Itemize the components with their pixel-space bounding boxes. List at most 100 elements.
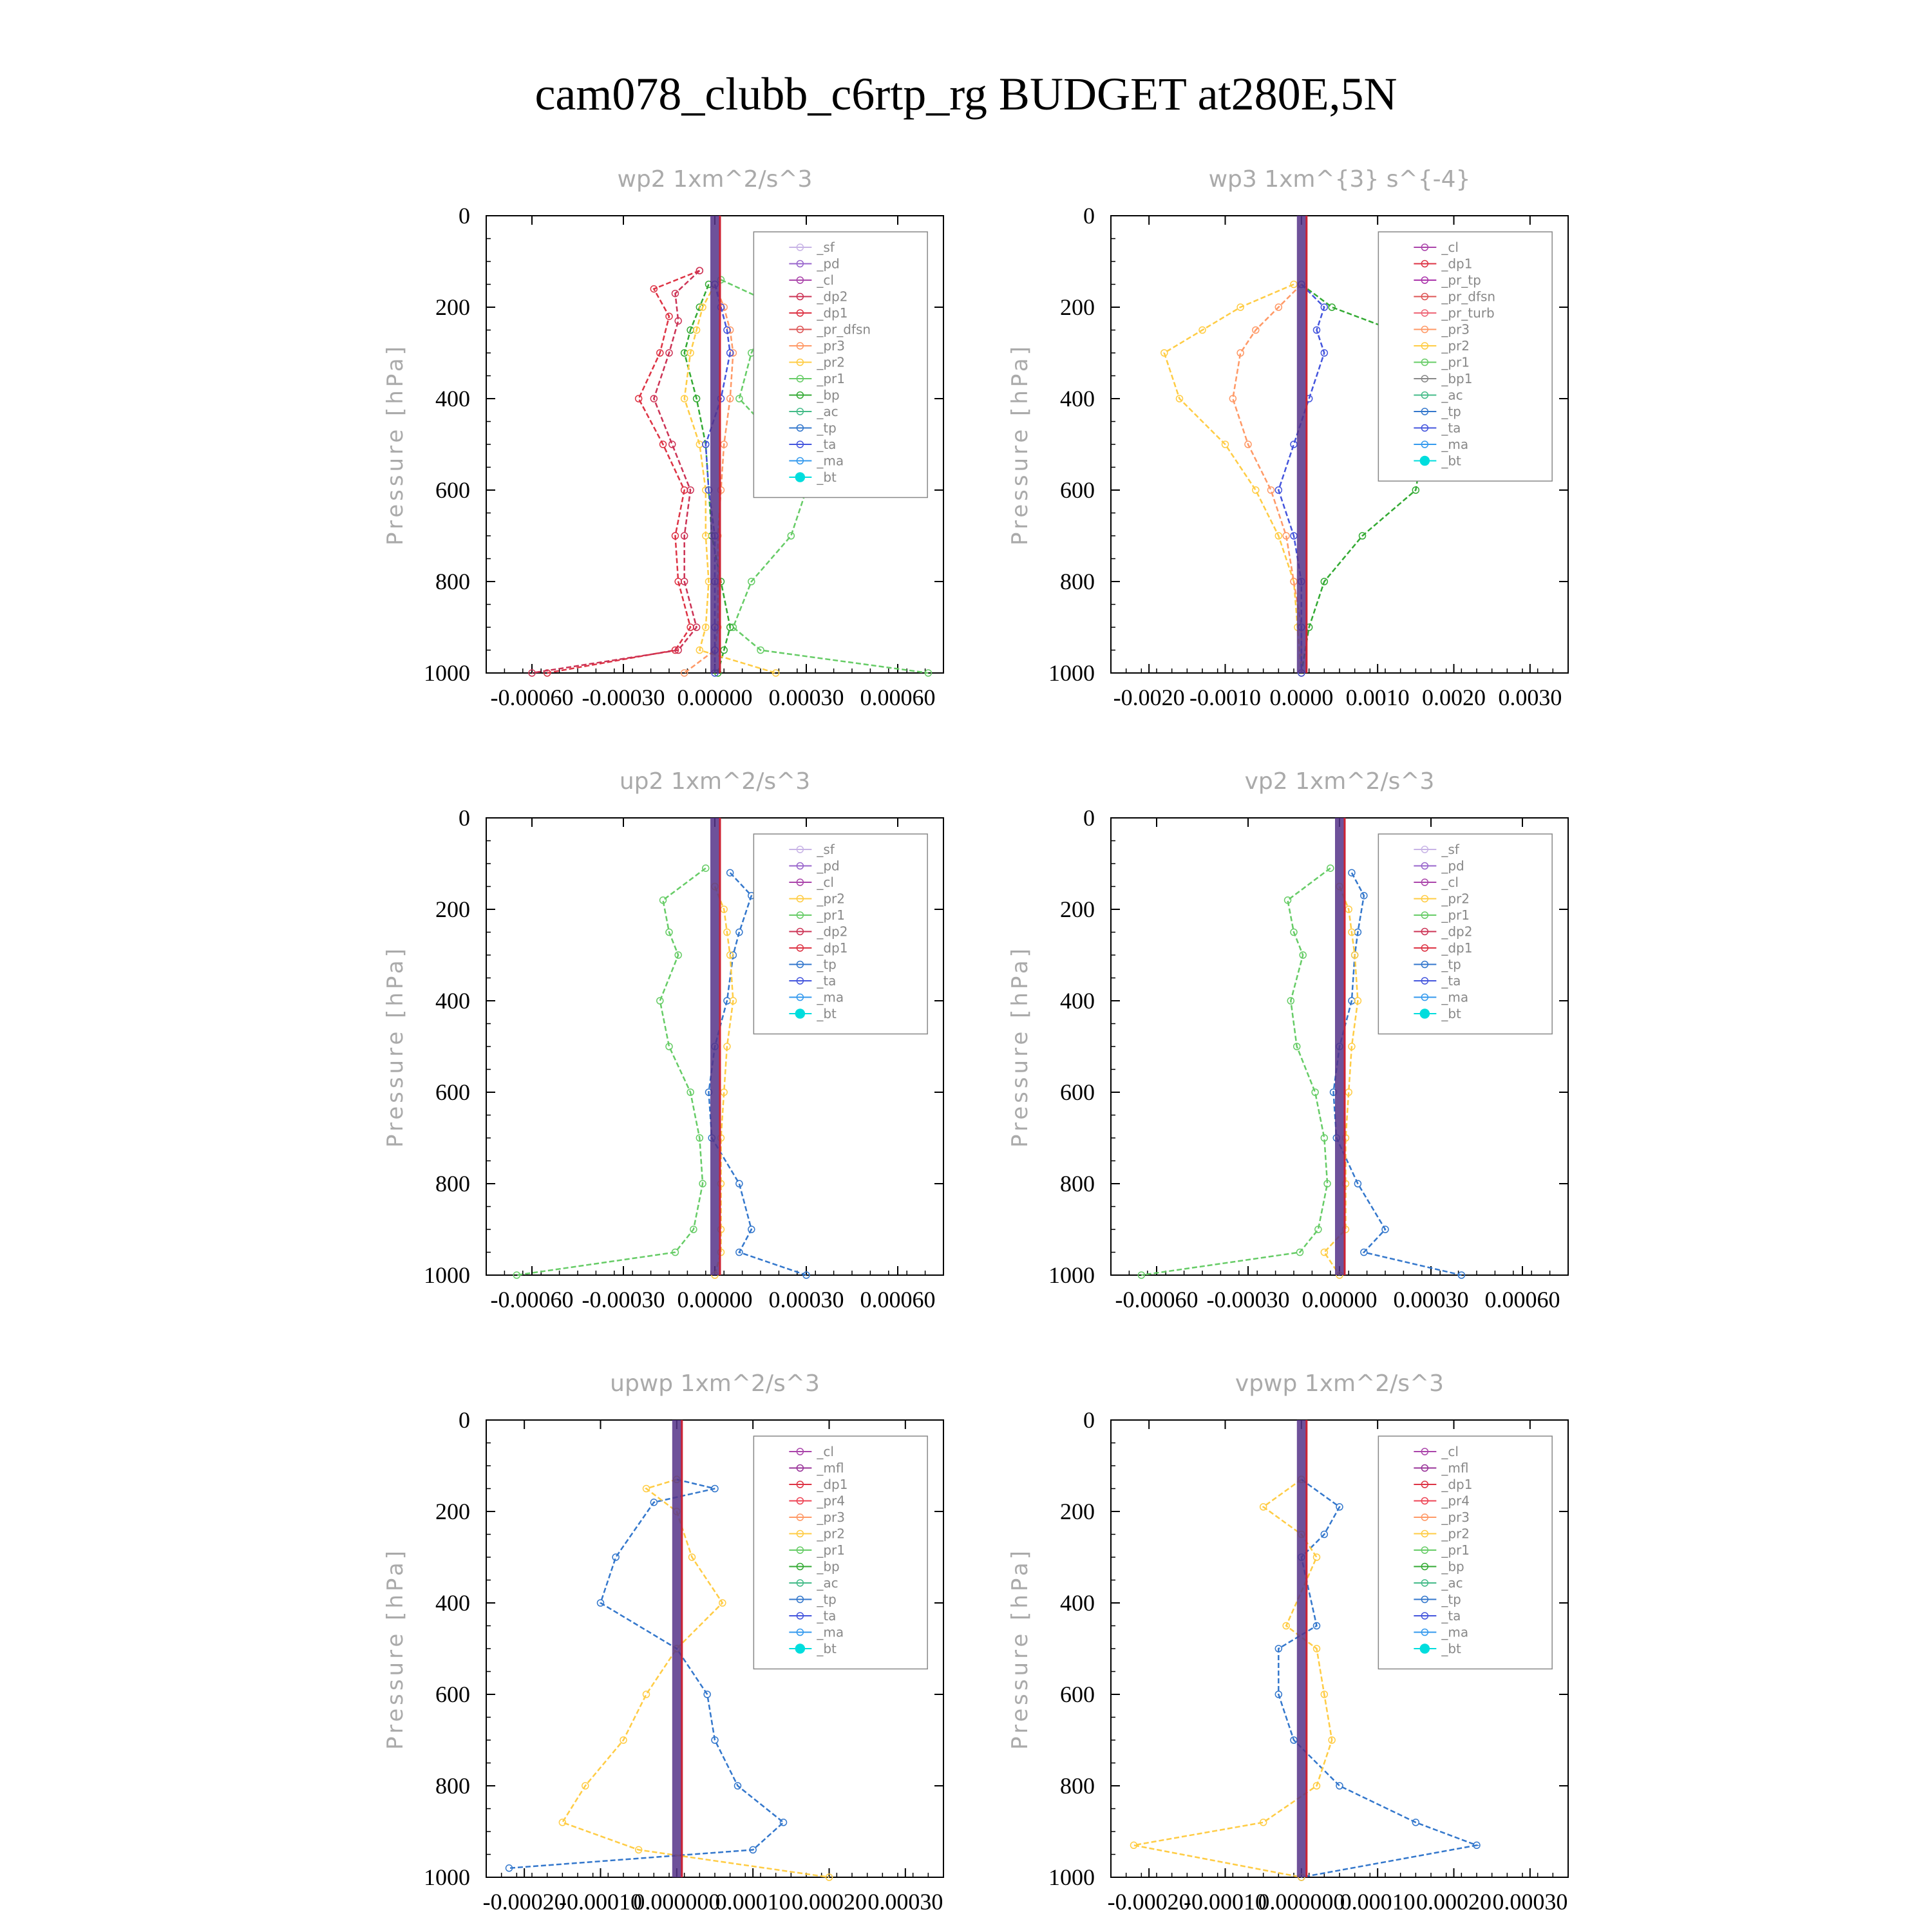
legend-marker <box>1421 440 1429 448</box>
legend-marker <box>796 1546 804 1554</box>
y-tick-label: 400 <box>1060 386 1095 412</box>
legend-label: _bp <box>816 388 839 403</box>
legend-box <box>1378 231 1553 482</box>
data-point <box>1312 326 1321 334</box>
legend-marker <box>1421 1595 1429 1604</box>
data-point <box>702 623 710 631</box>
legend-marker <box>796 960 804 969</box>
legend-marker <box>1421 1464 1429 1472</box>
data-point <box>1221 440 1229 448</box>
data-point <box>699 1180 706 1188</box>
legend-marker <box>796 424 804 432</box>
legend-label: _ma <box>816 1625 844 1640</box>
data-point <box>719 1599 726 1607</box>
legend-marker <box>796 878 804 886</box>
data-point <box>1312 1782 1321 1790</box>
data-point <box>687 349 694 357</box>
legend-marker <box>1421 878 1429 886</box>
legend-marker <box>796 325 804 334</box>
legend-marker <box>1421 375 1429 383</box>
data-point <box>659 440 667 448</box>
data-point <box>1323 1180 1331 1188</box>
data-point <box>726 623 734 631</box>
data-point <box>735 395 743 402</box>
legend-label: _mfl <box>1441 1461 1468 1476</box>
data-point <box>680 395 688 402</box>
figure-title: cam078_clubb_c6rtp_rg BUDGET at280E,5N <box>535 68 1397 120</box>
data-point <box>692 326 701 334</box>
y-tick-label: 800 <box>1060 1171 1095 1197</box>
legend-label: _ta <box>1441 973 1461 989</box>
y-tick-label: 600 <box>1060 1681 1095 1707</box>
legend-label: _bp1 <box>1441 371 1472 386</box>
legend-label: _pr2 <box>816 891 845 907</box>
data-point <box>696 267 704 274</box>
legend-marker <box>796 911 804 919</box>
data-point <box>1320 349 1329 357</box>
legend-marker <box>1421 895 1429 903</box>
panel-2: wp3 1xm^{3} s^{-4} Pressure [hPa] -0.0020-… <box>1007 166 1569 710</box>
legend-label: _bt <box>816 1641 837 1656</box>
data-point <box>528 669 536 677</box>
x-tick-label: -0.00010 <box>1184 1889 1267 1915</box>
panel-title: vp2 1xm^2/s^3 <box>1245 768 1435 795</box>
legend-marker <box>1421 1497 1429 1505</box>
legend-label: _ta <box>816 1608 836 1624</box>
data-point <box>711 1736 719 1744</box>
x-tick-label: -0.00060 <box>1115 1287 1198 1312</box>
data-point <box>1314 1226 1322 1233</box>
legend-marker <box>796 391 804 399</box>
legend-marker <box>1421 276 1429 284</box>
x-tick-label: -0.0010 <box>1189 685 1261 710</box>
data-point <box>1175 395 1184 402</box>
y-tick-label: 0 <box>1083 805 1095 831</box>
data-point <box>1259 1503 1267 1511</box>
data-point <box>735 1180 743 1188</box>
data-point <box>749 1846 757 1854</box>
x-tick-label: 0.0010 <box>1346 685 1410 710</box>
data-point <box>1267 486 1275 494</box>
legend-label: _dp1 <box>1441 940 1472 956</box>
data-point <box>1274 303 1283 311</box>
data-point <box>1320 1134 1329 1142</box>
data-point <box>1320 1530 1329 1539</box>
data-point <box>692 623 701 631</box>
legend-label: _tp <box>816 957 837 972</box>
x-tick-label: 0.0000 <box>1269 685 1333 710</box>
legend-marker <box>796 993 804 1001</box>
legend-marker <box>1421 358 1429 366</box>
x-tick-label: 0.00060 <box>860 1287 936 1312</box>
legend-label: _sf <box>816 842 835 857</box>
data-point <box>772 669 780 677</box>
data-point <box>1282 532 1290 540</box>
data-point <box>1236 303 1244 311</box>
legend-marker <box>1421 1562 1429 1571</box>
legend-marker <box>1421 944 1429 952</box>
legend-label: _cl <box>1441 875 1459 890</box>
legend-label: _pr_turb <box>1441 305 1494 321</box>
legend-label: _dp1 <box>816 305 848 321</box>
y-tick-label: 600 <box>435 1681 470 1707</box>
y-tick-label: 1000 <box>424 1262 470 1288</box>
panel-3: up2 1xm^2/s^3 Pressure [hPa] -0.00060 -0.00… <box>383 768 944 1312</box>
data-point <box>680 578 688 585</box>
legend-box <box>1378 1435 1553 1670</box>
legend-label: _ta <box>816 973 836 989</box>
legend-label: _tp <box>816 1592 837 1607</box>
legend-label: _dp2 <box>1441 924 1472 940</box>
legend-marker <box>796 944 804 952</box>
series-line <box>1278 1479 1480 1879</box>
data-point <box>1244 440 1252 448</box>
legend-label: _pr1 <box>816 371 845 386</box>
legend-marker <box>1421 977 1429 985</box>
series-dp1 <box>1137 864 1334 1279</box>
data-point <box>1358 532 1367 540</box>
data-point <box>699 303 706 311</box>
x-tick-label: -0.00020 <box>1108 1889 1191 1915</box>
data-point <box>612 1553 620 1561</box>
legend-label: _pr2 <box>1441 338 1470 354</box>
data-point <box>671 646 679 654</box>
data-point <box>1282 1622 1290 1630</box>
legend-box <box>753 1435 928 1670</box>
series-dp1 <box>513 864 710 1279</box>
